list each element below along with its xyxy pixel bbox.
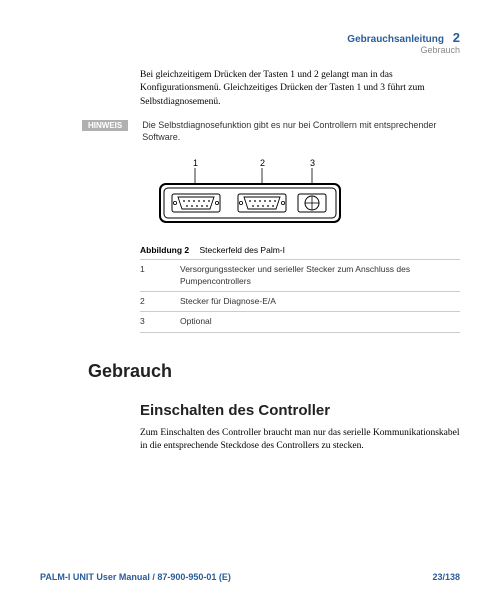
header-sub: Gebrauch [40,45,460,55]
figure-caption: Abbildung 2 Steckerfeld des Palm-I [140,241,460,259]
table-row: 3 Optional [140,312,460,332]
port-label-1: 1 [193,158,198,168]
note-block: HINWEIS Die Selbstdiagnosefunktion gibt … [40,119,460,144]
port-num: 3 [140,316,180,327]
port-num: 1 [140,264,180,287]
port-desc: Versorgungsstecker und serieller Stecker… [180,264,460,287]
footer-page: 23/138 [432,572,460,582]
connector-diagram: 1 2 3 [140,156,460,231]
power-on-paragraph: Zum Einschalten des Controller braucht m… [140,427,460,454]
section-title: Gebrauchsanleitung [347,34,444,45]
footer-doc: PALM-I UNIT User Manual / 87-900-950-01 … [40,572,231,582]
port-desc: Optional [180,316,460,327]
intro-paragraph: Bei gleichzeitigem Drücken der Tasten 1 … [140,69,460,109]
section-number: 2 [453,30,460,45]
note-badge: HINWEIS [82,120,128,131]
figure-text: Steckerfeld des Palm-I [199,245,285,255]
port-label-3: 3 [310,158,315,168]
table-row: 1 Versorgungsstecker und serieller Steck… [140,260,460,292]
table-row: 2 Stecker für Diagnose-E/A [140,292,460,312]
note-text: Die Selbstdiagnosefunktion gibt es nur b… [142,119,460,144]
figure-label: Abbildung 2 [140,245,189,255]
port-desc: Stecker für Diagnose-E/A [180,296,460,307]
heading-gebrauch: Gebrauch [88,361,460,382]
port-table: 1 Versorgungsstecker und serieller Steck… [140,259,460,333]
port-num: 2 [140,296,180,307]
heading-einschalten: Einschalten des Controller [140,402,460,419]
port-label-2: 2 [260,158,265,168]
header-section-line: Gebrauchsanleitung 2 [40,30,460,45]
page-header: Gebrauchsanleitung 2 Gebrauch [40,30,460,55]
page-footer: PALM-I UNIT User Manual / 87-900-950-01 … [40,572,460,582]
